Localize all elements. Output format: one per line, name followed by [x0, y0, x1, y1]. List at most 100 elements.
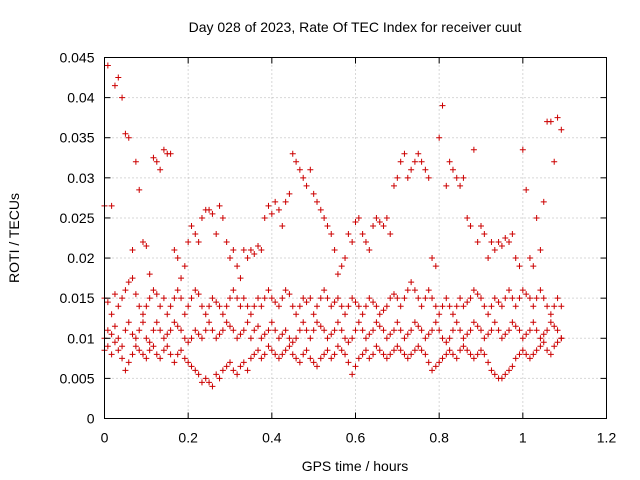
data-point — [460, 335, 467, 342]
data-point — [202, 375, 209, 382]
data-point — [422, 295, 429, 302]
data-point — [206, 379, 213, 386]
data-point — [512, 355, 519, 362]
data-point — [251, 351, 258, 358]
data-point — [331, 299, 338, 306]
data-point — [139, 239, 146, 246]
data-point — [429, 295, 436, 302]
data-point — [439, 355, 446, 362]
data-point — [251, 251, 258, 258]
data-point — [408, 351, 415, 358]
x-tick-label: 0.6 — [346, 430, 366, 446]
data-point — [206, 319, 213, 326]
data-point — [530, 351, 537, 358]
data-point — [314, 198, 321, 205]
data-point — [195, 371, 202, 378]
data-point — [519, 146, 526, 153]
data-point — [171, 319, 178, 326]
y-tick-label: 0 — [87, 411, 95, 427]
data-point — [432, 263, 439, 270]
data-point — [495, 239, 502, 246]
data-point — [223, 363, 230, 370]
data-point — [230, 247, 237, 254]
data-point — [181, 263, 188, 270]
data-point — [478, 327, 484, 334]
data-point — [185, 359, 192, 366]
data-point — [370, 299, 377, 306]
data-point — [408, 166, 415, 173]
data-point — [251, 303, 258, 310]
data-point — [342, 255, 349, 262]
data-point — [132, 291, 139, 298]
data-point — [408, 327, 415, 334]
data-point — [537, 247, 544, 254]
data-point — [415, 323, 422, 330]
data-point — [258, 335, 265, 342]
data-point — [310, 190, 317, 197]
data-point — [317, 295, 324, 302]
data-point — [540, 339, 547, 346]
data-point — [415, 343, 422, 350]
data-point — [352, 363, 359, 370]
data-point — [446, 303, 453, 310]
data-point — [122, 327, 129, 334]
data-point — [143, 303, 150, 310]
data-point — [198, 335, 205, 342]
data-point — [519, 347, 526, 354]
data-point — [495, 299, 502, 306]
data-point — [355, 303, 362, 310]
data-point — [460, 343, 467, 350]
data-point — [446, 347, 453, 354]
x-tick-label: 1 — [519, 430, 527, 446]
data-point — [198, 379, 205, 386]
data-point — [436, 134, 443, 141]
data-point — [167, 327, 174, 334]
data-point — [279, 331, 286, 338]
data-point — [136, 327, 143, 334]
data-point — [436, 359, 443, 366]
data-point — [334, 319, 341, 326]
data-point — [443, 339, 450, 346]
data-point — [429, 255, 436, 262]
data-point — [401, 335, 408, 342]
x-axis-ticks: 0 0.2 0.4 0.6 0.8 1 1.2 — [101, 57, 616, 446]
data-point — [485, 311, 492, 318]
data-point — [425, 359, 432, 366]
data-point — [481, 351, 488, 358]
data-point — [345, 230, 352, 237]
data-point — [261, 351, 268, 358]
data-point — [376, 323, 383, 330]
data-point — [296, 327, 303, 334]
data-point — [533, 347, 540, 354]
data-point — [125, 134, 132, 141]
data-point — [255, 295, 262, 302]
data-point — [247, 247, 254, 254]
data-point — [188, 363, 195, 370]
data-point — [394, 174, 401, 181]
data-point — [526, 327, 533, 334]
data-point — [554, 339, 561, 346]
data-point — [481, 335, 488, 342]
data-point — [401, 150, 408, 157]
data-point — [485, 359, 492, 366]
data-point — [289, 303, 296, 310]
data-point — [342, 311, 349, 318]
data-point — [470, 355, 477, 362]
data-point — [268, 319, 275, 326]
data-point — [506, 367, 513, 374]
data-point — [474, 239, 481, 246]
data-point — [265, 287, 272, 294]
data-point — [240, 327, 247, 334]
data-point — [227, 323, 233, 330]
data-point — [366, 355, 373, 362]
data-point — [467, 295, 474, 302]
data-point — [467, 222, 474, 229]
data-point — [488, 367, 495, 374]
data-point — [387, 351, 394, 358]
data-point — [380, 351, 387, 358]
data-point — [342, 351, 349, 358]
data-point — [533, 214, 540, 221]
data-point — [219, 214, 226, 221]
chart-title: Day 028 of 2023, Rate Of TEC Index for r… — [189, 19, 522, 35]
data-point — [115, 347, 122, 354]
